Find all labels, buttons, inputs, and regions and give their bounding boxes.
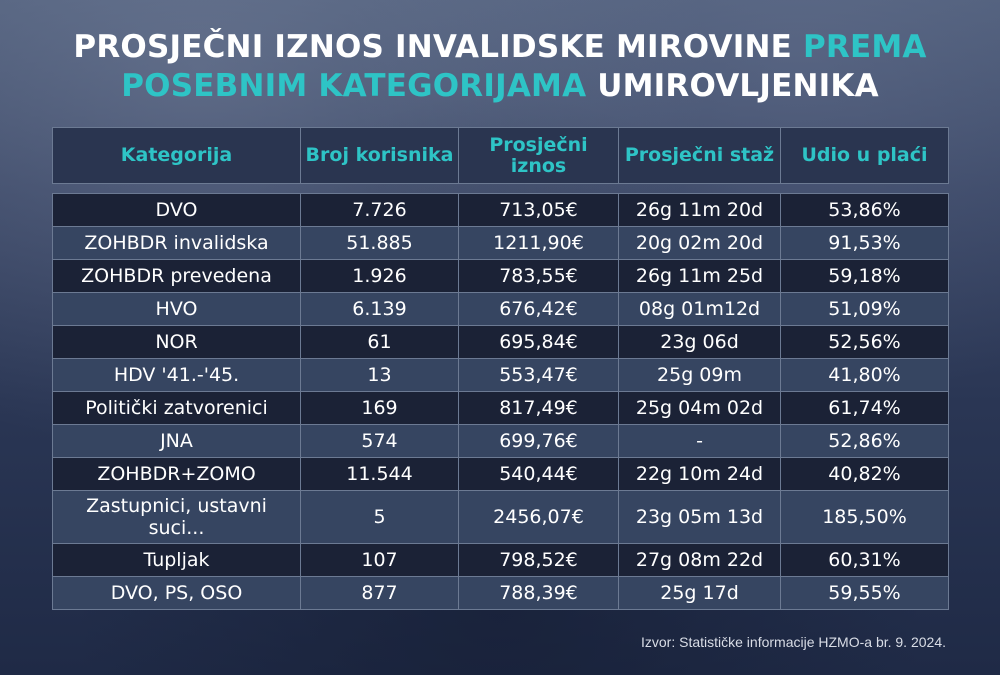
table-row: Tupljak 107 798,52€ 27g 08m 22d 60,31% — [52, 543, 949, 577]
cell-prosjecni-staz: 20g 02m 20d — [618, 226, 781, 260]
header-udio-u-placi: Udio u plaći — [780, 127, 949, 184]
cell-prosjecni-staz: 08g 01m12d — [618, 292, 781, 326]
cell-prosjecni-iznos: 817,49€ — [458, 391, 619, 425]
cell-prosjecni-iznos: 676,42€ — [458, 292, 619, 326]
table-row: JNA 574 699,76€ -52,86% — [52, 424, 949, 458]
cell-kategorija: DVO — [52, 193, 301, 227]
cell-kategorija: Zastupnici, ustavni suci... — [52, 490, 301, 544]
cell-prosjecni-iznos: 783,55€ — [458, 259, 619, 293]
cell-udio-u-placi: 185,50% — [780, 490, 949, 544]
pension-table: Kategorija Broj korisnika Prosječni izno… — [52, 127, 949, 610]
source-note: Izvor: Statističke informacije HZMO-a br… — [641, 634, 946, 650]
table-row: NOR 61 695,84€ 23g 06d 52,56% — [52, 325, 949, 359]
cell-prosjecni-staz: 22g 10m 24d — [618, 457, 781, 491]
cell-udio-u-placi: 40,82% — [780, 457, 949, 491]
header-spacer — [52, 183, 949, 194]
cell-prosjecni-iznos: 699,76€ — [458, 424, 619, 458]
cell-broj-korisnika: 877 — [300, 576, 459, 610]
cell-prosjecni-staz: - — [618, 424, 781, 458]
cell-prosjecni-staz: 26g 11m 25d — [618, 259, 781, 293]
cell-prosjecni-staz: 25g 04m 02d — [618, 391, 781, 425]
cell-prosjecni-staz: 27g 08m 22d — [618, 543, 781, 577]
title-part-white: PROSJEČNI IZNOS INVALIDSKE MIROVINE — [73, 29, 792, 65]
cell-prosjecni-staz: 25g 09m — [618, 358, 781, 392]
cell-kategorija: ZOHBDR invalidska — [52, 226, 301, 260]
cell-udio-u-placi: 53,86% — [780, 193, 949, 227]
cell-broj-korisnika: 61 — [300, 325, 459, 359]
cell-prosjecni-iznos: 2456,07€ — [458, 490, 619, 544]
page-title: PROSJEČNI IZNOS INVALIDSKE MIROVINE PREM… — [0, 28, 1000, 106]
table-header-row: Kategorija Broj korisnika Prosječni izno… — [52, 127, 949, 184]
table-row: ZOHBDR+ZOMO 11.544 540,44€ 22g 10m 24d 40,82… — [52, 457, 949, 491]
cell-broj-korisnika: 574 — [300, 424, 459, 458]
cell-udio-u-placi: 52,56% — [780, 325, 949, 359]
cell-udio-u-placi: 59,55% — [780, 576, 949, 610]
cell-prosjecni-iznos: 788,39€ — [458, 576, 619, 610]
cell-kategorija: DVO, PS, OSO — [52, 576, 301, 610]
cell-udio-u-placi: 60,31% — [780, 543, 949, 577]
header-kategorija: Kategorija — [52, 127, 301, 184]
cell-kategorija: NOR — [52, 325, 301, 359]
cell-broj-korisnika: 7.726 — [300, 193, 459, 227]
table-row: DVO, PS, OSO 877 788,39€ 25g 17d 59,55% — [52, 576, 949, 610]
cell-prosjecni-iznos: 1211,90€ — [458, 226, 619, 260]
title-part-white-end: UMIROVLJENIKA — [597, 68, 879, 104]
cell-udio-u-placi: 52,86% — [780, 424, 949, 458]
cell-prosjecni-iznos: 540,44€ — [458, 457, 619, 491]
title-part-accent: PREMA POSEBNIM KATEGORIJAMA — [121, 29, 927, 104]
cell-kategorija: ZOHBDR+ZOMO — [52, 457, 301, 491]
cell-udio-u-placi: 41,80% — [780, 358, 949, 392]
cell-kategorija: JNA — [52, 424, 301, 458]
cell-kategorija: HDV '41.-'45. — [52, 358, 301, 392]
cell-kategorija: Politički zatvorenici — [52, 391, 301, 425]
cell-prosjecni-staz: 25g 17d — [618, 576, 781, 610]
header-broj-korisnika: Broj korisnika — [300, 127, 459, 184]
table-row: Zastupnici, ustavni suci... 5 2456,07€ 23g … — [52, 490, 949, 544]
cell-kategorija: ZOHBDR prevedena — [52, 259, 301, 293]
cell-kategorija: HVO — [52, 292, 301, 326]
table-row: ZOHBDR invalidska 51.885 1211,90€ 20g 02m 2… — [52, 226, 949, 260]
table-row: ZOHBDR prevedena 1.926 783,55€ 26g 11m 25d 5… — [52, 259, 949, 293]
header-prosjecni-iznos: Prosječni iznos — [458, 127, 619, 184]
cell-kategorija: Tupljak — [52, 543, 301, 577]
cell-prosjecni-iznos: 713,05€ — [458, 193, 619, 227]
cell-udio-u-placi: 51,09% — [780, 292, 949, 326]
cell-broj-korisnika: 6.139 — [300, 292, 459, 326]
cell-prosjecni-iznos: 695,84€ — [458, 325, 619, 359]
cell-prosjecni-staz: 23g 06d — [618, 325, 781, 359]
table-row: HDV '41.-'45. 13 553,47€ 25g 09m 41,80% — [52, 358, 949, 392]
cell-broj-korisnika: 5 — [300, 490, 459, 544]
cell-prosjecni-iznos: 798,52€ — [458, 543, 619, 577]
table-row: Politički zatvorenici 169 817,49€ 25g 04m 0… — [52, 391, 949, 425]
cell-broj-korisnika: 51.885 — [300, 226, 459, 260]
cell-prosjecni-staz: 26g 11m 20d — [618, 193, 781, 227]
cell-broj-korisnika: 107 — [300, 543, 459, 577]
table-row: HVO 6.139 676,42€ 08g 01m12d 51,09% — [52, 292, 949, 326]
cell-prosjecni-staz: 23g 05m 13d — [618, 490, 781, 544]
header-prosjecni-staz: Prosječni staž — [618, 127, 781, 184]
cell-broj-korisnika: 13 — [300, 358, 459, 392]
cell-udio-u-placi: 61,74% — [780, 391, 949, 425]
cell-prosjecni-iznos: 553,47€ — [458, 358, 619, 392]
cell-broj-korisnika: 169 — [300, 391, 459, 425]
cell-udio-u-placi: 91,53% — [780, 226, 949, 260]
table-body: DVO 7.726 713,05€ 26g 11m 20d 53,86% ZOHBDR i… — [52, 183, 949, 610]
cell-broj-korisnika: 11.544 — [300, 457, 459, 491]
cell-udio-u-placi: 59,18% — [780, 259, 949, 293]
cell-broj-korisnika: 1.926 — [300, 259, 459, 293]
table-row: DVO 7.726 713,05€ 26g 11m 20d 53,86% — [52, 193, 949, 227]
